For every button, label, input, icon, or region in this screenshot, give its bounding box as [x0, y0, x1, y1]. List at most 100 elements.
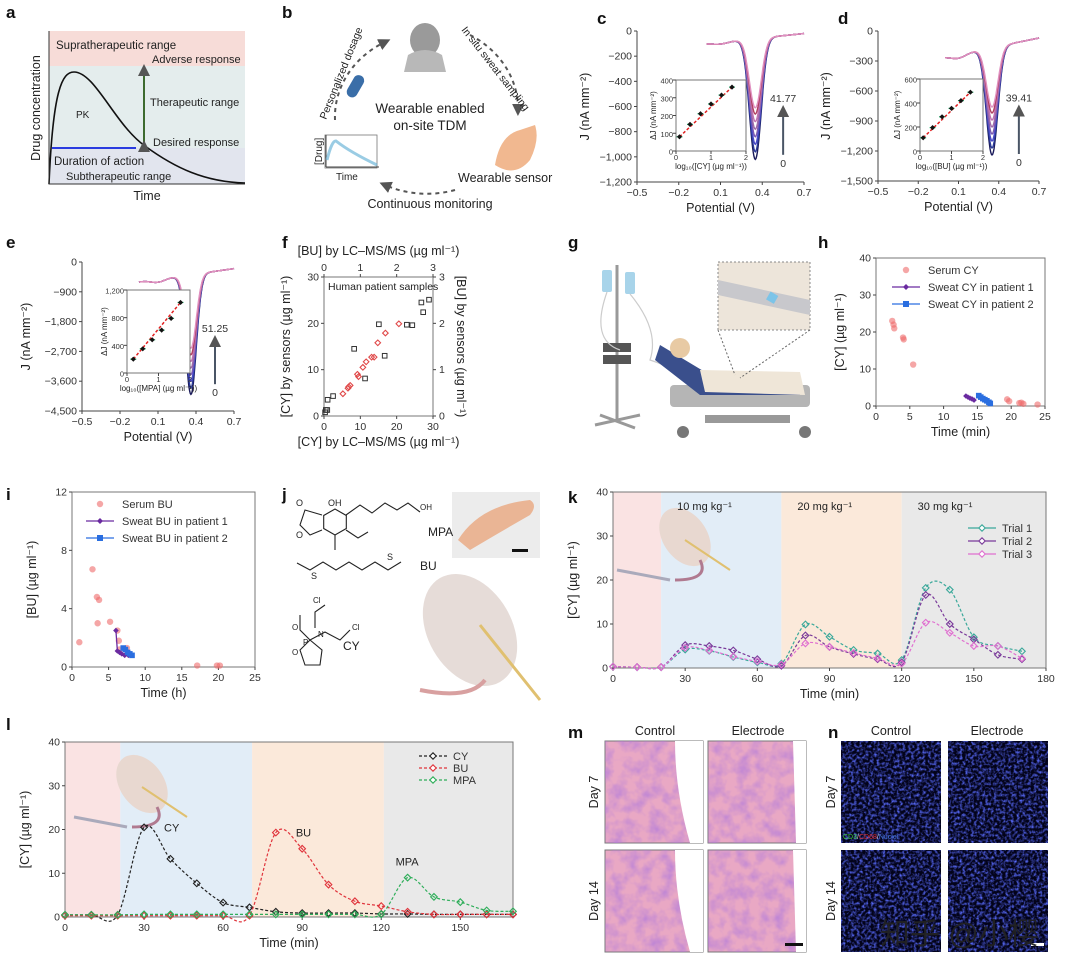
- data-point: [777, 659, 786, 668]
- data-point: [193, 662, 201, 669]
- calibration-inset: [673, 79, 747, 154]
- y-tick-label: 0: [669, 148, 673, 157]
- y-tick-label: −1,500: [841, 176, 874, 188]
- y-tick-label: 8: [61, 545, 67, 557]
- y-axis-label: [BU] (µg ml⁻¹): [25, 541, 39, 619]
- data-point: [897, 659, 906, 668]
- duration-label: Duration of action: [54, 156, 144, 168]
- inset-background: [676, 80, 746, 151]
- y-axis-label: [CY] (µg ml⁻¹): [566, 541, 580, 619]
- atom-label: S: [387, 552, 393, 562]
- legend-label: Sweat BU in patient 1: [122, 516, 228, 528]
- calibration-point: [930, 125, 936, 131]
- arm-detail: [718, 280, 810, 315]
- data-point: [921, 618, 930, 627]
- x-tick-label: −0.2: [110, 416, 131, 428]
- hand-icon: [495, 125, 537, 171]
- data-point: [801, 631, 810, 640]
- stain-legend-part: Nuclei: [879, 834, 899, 841]
- mini-chart-frame: [324, 134, 378, 169]
- y-tick-label: 20: [48, 824, 60, 836]
- supratherapeutic-band: [49, 31, 245, 66]
- y-tick-label: −600: [849, 86, 873, 98]
- legend-marker: [97, 518, 103, 524]
- data-point: [76, 639, 83, 646]
- atom-label: Cl: [313, 596, 321, 605]
- data-point: [508, 907, 518, 916]
- x-tick-label: 0.4: [755, 187, 770, 199]
- x-tick-label: 0: [674, 153, 678, 162]
- data-point: [971, 397, 977, 403]
- nuclei-texture: [948, 850, 1048, 952]
- panel-label-g: g: [568, 233, 578, 252]
- atom-label: Cl: [352, 623, 360, 632]
- data-point: [1020, 400, 1027, 407]
- data-point: [1034, 401, 1041, 408]
- data-point: [969, 641, 978, 651]
- y-tick-label: −2,700: [45, 346, 78, 358]
- x-tick-label: 0: [918, 153, 922, 162]
- iv-bag-icon: [602, 270, 612, 292]
- x-tick-label: −0.5: [868, 186, 889, 198]
- cy-point: [362, 375, 368, 382]
- panel-l-chart: [60, 741, 518, 923]
- x-tick-label: 0.4: [189, 416, 204, 428]
- data-point: [129, 652, 135, 659]
- bu-point: [374, 339, 382, 347]
- bed-wheel: [677, 426, 689, 438]
- plot-frame: [875, 257, 1046, 407]
- data-point: [1005, 397, 1013, 405]
- y2-tick-label: 2: [439, 318, 445, 330]
- atom-label: O: [292, 648, 298, 657]
- x-tick-label: 10: [354, 421, 366, 433]
- y-tick-label: −300: [849, 56, 873, 68]
- y-axis-label: ΔJ (nA mm⁻²): [100, 307, 109, 356]
- blank-region: [675, 741, 703, 843]
- legend-label: Sweat BU in patient 2: [122, 533, 228, 545]
- x-tick-label: 150: [965, 673, 983, 685]
- legend-marker: [96, 500, 104, 508]
- y-tick-label: 12: [55, 487, 67, 499]
- data-point: [729, 652, 738, 661]
- data-point: [965, 394, 971, 400]
- blank-region: [675, 850, 703, 952]
- data-point: [87, 910, 96, 919]
- y-axis-label: [CY] (µg ml⁻¹): [18, 791, 32, 869]
- bu-point: [381, 329, 389, 337]
- data-point: [456, 898, 465, 907]
- y-tick-label: −1,200: [841, 146, 874, 158]
- data-point: [657, 663, 666, 672]
- x-tick-label: 20: [1005, 411, 1017, 423]
- column-label-electrode: Electrode: [732, 724, 785, 738]
- x-tick-label: 30: [427, 421, 439, 433]
- wearable-sensor-icon: [766, 291, 779, 304]
- calibration-point: [920, 135, 926, 141]
- atom-label: N: [318, 630, 324, 639]
- calibration-point: [140, 346, 146, 352]
- series-annotation: MPA: [396, 857, 420, 869]
- subtherapeutic-band: [49, 148, 245, 184]
- x-tick-label: −0.5: [627, 187, 648, 199]
- data-point: [482, 910, 491, 919]
- x-tick-label: 0.7: [1032, 186, 1047, 198]
- x-tick-label: 15: [176, 672, 188, 684]
- calibration-point: [130, 356, 136, 362]
- y-tick-label: 0: [626, 26, 632, 38]
- data-point: [632, 663, 642, 672]
- y-axis-label: ΔJ (nA mm⁻²): [649, 91, 658, 140]
- y-tick-label: −200: [608, 51, 632, 63]
- data-point: [324, 880, 333, 889]
- x-tick-label: −0.2: [668, 187, 689, 199]
- watermark-text: 知乎 @小樱: [880, 918, 1039, 951]
- y-tick-label: 30: [48, 780, 60, 792]
- bed-base: [705, 415, 790, 423]
- data-point: [298, 910, 307, 919]
- data-point: [429, 910, 439, 919]
- legend-marker: [903, 301, 909, 307]
- x-tick-label: 20: [213, 672, 225, 684]
- y-tick-label: 300: [660, 94, 673, 103]
- bu-point: [370, 353, 378, 361]
- cy-label: CY: [343, 639, 360, 653]
- panel-label-l: l: [6, 715, 11, 734]
- axes: [48, 31, 245, 185]
